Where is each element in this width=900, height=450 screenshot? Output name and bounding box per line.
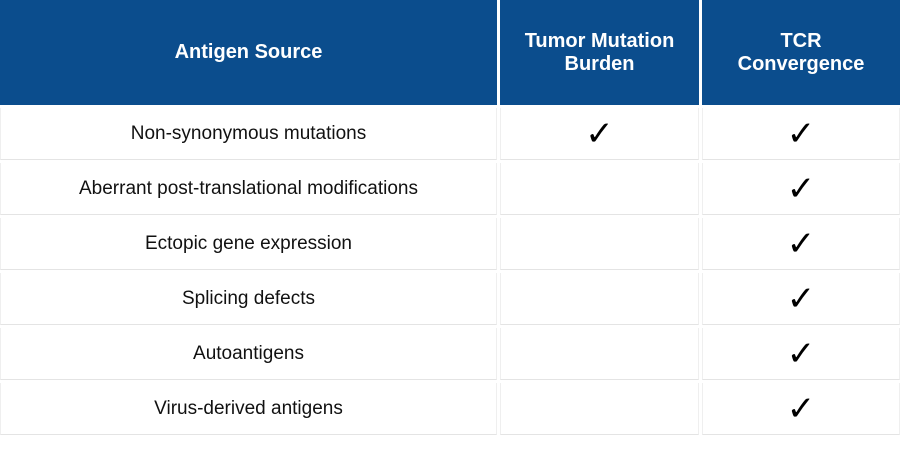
row-label: Non-synonymous mutations xyxy=(0,108,497,160)
header-cell: Tumor Mutation Burden xyxy=(500,0,699,105)
row-label: Splicing defects xyxy=(0,273,497,325)
row-label: Ectopic gene expression xyxy=(0,218,497,270)
empty-cell xyxy=(500,218,699,270)
row-label: Virus-derived antigens xyxy=(0,383,497,435)
empty-cell xyxy=(500,273,699,325)
header-cell: TCR Convergence xyxy=(702,0,900,105)
row-label: Aberrant post-translational modification… xyxy=(0,163,497,215)
check-mark: ✓ xyxy=(702,383,900,435)
check-mark: ✓ xyxy=(702,273,900,325)
empty-cell xyxy=(500,163,699,215)
check-mark: ✓ xyxy=(702,163,900,215)
empty-cell xyxy=(500,383,699,435)
row-label: Autoantigens xyxy=(0,328,497,380)
antigen-table: Antigen Source Tumor Mutation Burden TCR C… xyxy=(0,0,900,435)
header-cell: Antigen Source xyxy=(0,0,497,105)
check-mark: ✓ xyxy=(702,218,900,270)
check-mark: ✓ xyxy=(702,108,900,160)
empty-cell xyxy=(500,328,699,380)
check-mark: ✓ xyxy=(702,328,900,380)
check-mark: ✓ xyxy=(500,108,699,160)
